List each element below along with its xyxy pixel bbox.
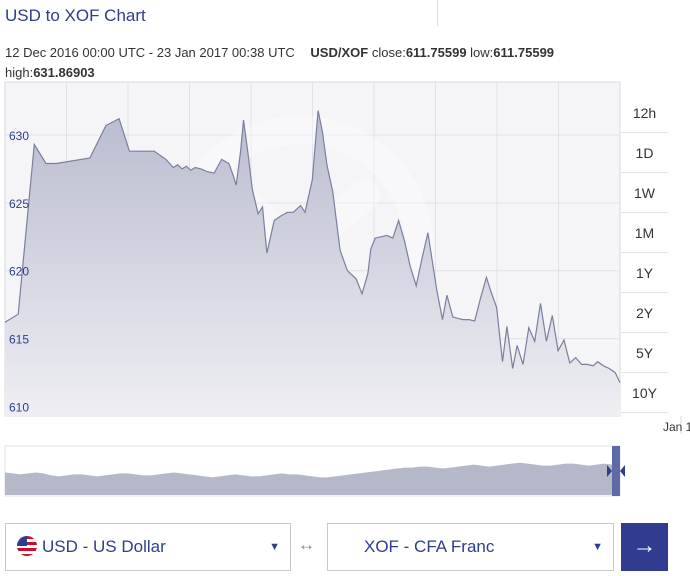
y-tick-label: 620	[9, 265, 29, 279]
low-value: 611.75599	[493, 45, 555, 60]
rate-chart[interactable]: 610 615 620 625 630 Jan 17	[0, 0, 690, 500]
convert-button[interactable]: →	[621, 523, 668, 571]
range-1y[interactable]: 1Y	[621, 254, 668, 293]
from-currency-select[interactable]: USD - US Dollar ▼	[5, 523, 291, 571]
rate-line	[4, 110, 621, 383]
currency-pair: USD/XOF	[310, 45, 369, 60]
range-10y[interactable]: 10Y	[621, 374, 668, 413]
range-1d[interactable]: 1D	[621, 134, 668, 173]
high-value: 631.86903	[33, 65, 95, 80]
header-divider	[437, 0, 438, 26]
low-label: low:	[470, 45, 494, 60]
page-title: USD to XOF Chart	[5, 6, 146, 25]
to-currency-select[interactable]: XOF - CFA Franc ▼	[327, 523, 614, 571]
x-axis: Jan 17	[663, 416, 690, 434]
rate-area	[5, 110, 620, 416]
y-tick-label: 630	[9, 129, 29, 143]
chart-summary: 12 Dec 2016 00:00 UTC - 23 Jan 2017 00:3…	[5, 43, 685, 83]
range-1w[interactable]: 1W	[621, 174, 668, 213]
navigator-area	[5, 462, 612, 495]
close-label: close:	[371, 45, 406, 60]
range-5y[interactable]: 5Y	[621, 334, 668, 373]
chevron-down-icon: ▼	[592, 541, 603, 553]
range-2y[interactable]: 2Y	[621, 294, 668, 333]
y-axis: 610 615 620 625 630	[9, 129, 29, 415]
y-tick-label: 610	[9, 400, 29, 414]
high-label: high:	[5, 65, 34, 80]
navigator-handle-arrows-icon[interactable]	[607, 465, 625, 477]
y-tick-label: 615	[9, 333, 29, 347]
us-flag-icon	[17, 536, 37, 556]
close-value: 611.75599	[405, 45, 467, 60]
x-tick-label: Jan 17	[663, 420, 690, 434]
from-currency-label: USD - US Dollar	[42, 537, 166, 556]
swap-icon[interactable]: ↔	[298, 535, 315, 554]
date-range: 12 Dec 2016 00:00 UTC - 23 Jan 2017 00:3…	[5, 45, 295, 60]
navigator-handle[interactable]	[612, 446, 620, 496]
range-12h[interactable]: 12h	[621, 94, 668, 133]
chevron-down-icon: ▼	[269, 541, 280, 553]
range-1m[interactable]: 1M	[621, 214, 668, 253]
to-currency-label: XOF - CFA Franc	[364, 537, 495, 556]
y-tick-label: 625	[9, 197, 29, 211]
